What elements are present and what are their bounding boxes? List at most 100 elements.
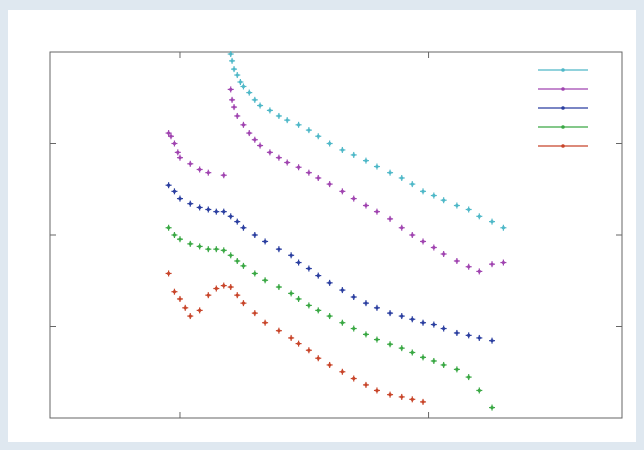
point-marker [247,90,251,95]
point-marker [432,322,436,327]
point-marker [167,226,171,230]
point-marker [235,293,239,297]
point-marker [388,171,392,175]
point-marker [296,260,301,265]
series-2-point-26 [420,319,427,326]
point-marker [442,198,446,202]
series-1-point-19 [284,159,291,166]
series-0-point-21 [398,174,405,181]
point-marker [307,171,311,175]
series-3-point-8 [227,252,234,259]
point-marker [328,141,332,146]
series-0-point-16 [339,146,346,153]
point-marker [316,134,320,138]
point-marker [229,214,233,218]
series-1-point-36 [476,268,483,275]
series-3-point-17 [315,307,322,314]
series-1-point-30 [409,232,416,238]
point-marker [316,356,320,360]
series-1-point-11 [231,104,238,111]
point-marker [375,210,379,214]
series-0-point-3 [234,72,241,79]
point-marker [410,182,414,186]
point-marker [421,355,425,359]
series-0-point-2 [231,66,238,73]
series-2-point-28 [440,325,447,332]
point-marker [206,207,210,212]
chart-frame [8,10,636,442]
series-0-point-28 [476,213,483,220]
series-1-point-24 [339,188,346,195]
point-marker [364,332,368,336]
point-marker [477,269,481,274]
series-1-point-35 [465,263,472,270]
series-0-point-4 [237,79,244,86]
point-marker [400,226,404,230]
point-marker [198,308,202,312]
series-1-point-1 [167,133,174,140]
point-marker [268,108,272,113]
series-1-point-26 [362,202,369,209]
series-3-point-30 [465,374,472,381]
series-0-point-20 [387,169,394,176]
point-marker [253,233,257,237]
point-marker [235,114,239,118]
series-1-point-12 [234,112,241,119]
point-marker [169,134,173,138]
point-marker [183,306,187,310]
series-2 [165,182,496,344]
series-3-point-5 [205,246,212,253]
legend [538,68,588,148]
legend-marker-3 [561,125,565,129]
point-marker [421,189,425,193]
series-2-point-31 [476,334,483,341]
point-marker [268,150,272,154]
series-4-point-10 [234,292,241,299]
series-2-point-6 [213,208,220,215]
point-marker [455,259,459,263]
point-marker [167,131,171,135]
series-3-point-11 [251,270,258,277]
series-3 [165,224,496,411]
series-2-point-17 [315,272,322,279]
series-1-point-16 [257,142,264,149]
point-marker [296,123,301,127]
point-marker [238,80,242,84]
series-3-point-29 [453,366,460,373]
point-marker [206,247,210,251]
series-4-point-17 [305,347,312,354]
series-1-point-2 [171,140,178,147]
point-marker [277,329,281,333]
series-2-point-13 [275,246,282,253]
point-marker [316,176,320,180]
series-1-point-6 [196,166,203,173]
series-0-point-14 [315,133,322,140]
legend-marker-1 [561,87,565,91]
x-axis [179,52,430,418]
series-2-point-15 [295,259,302,266]
series-1 [165,86,507,275]
point-marker [352,326,356,331]
point-marker [172,233,177,237]
point-marker [432,359,436,363]
series-2-point-22 [373,304,380,311]
point-marker [241,84,246,89]
series-2-point-25 [409,316,416,323]
series-2-point-21 [362,300,369,307]
series-0 [227,51,507,231]
series-1-point-14 [246,130,253,137]
point-marker [307,128,311,132]
point-marker [375,306,379,310]
point-marker [188,202,192,206]
point-marker [285,160,289,165]
point-marker [188,162,192,166]
series-1-point-28 [387,215,394,222]
point-marker [235,73,239,77]
point-marker [198,205,202,210]
point-marker [455,367,459,371]
series-1-point-22 [315,174,322,181]
series-3-point-31 [476,387,483,394]
point-marker [410,350,414,355]
point-marker [285,118,289,122]
series-4-point-26 [409,396,416,403]
